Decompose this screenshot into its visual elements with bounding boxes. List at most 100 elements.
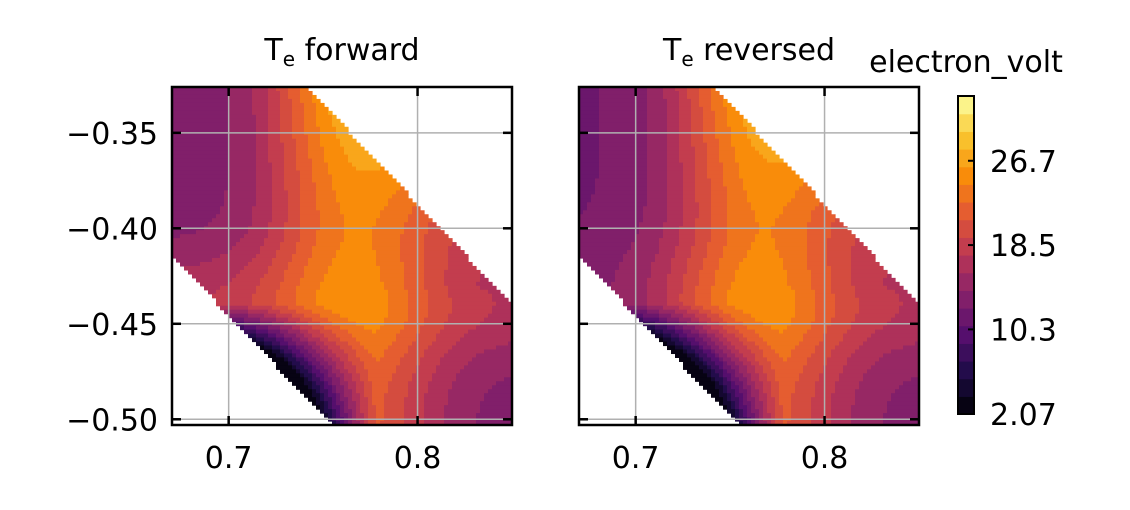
contour-cell	[408, 269, 413, 275]
contour-cell	[312, 337, 317, 343]
contour-cell	[224, 138, 229, 144]
contour-cell	[220, 118, 225, 124]
contour-cell	[344, 162, 349, 168]
contour-cell	[324, 389, 329, 394]
contour-cell	[180, 257, 185, 263]
contour-cell	[288, 94, 293, 100]
contour-cell	[456, 373, 461, 378]
contour-cell	[380, 389, 385, 394]
contour-cell	[500, 381, 505, 386]
contour-cell	[372, 329, 377, 335]
contour-cell	[328, 261, 333, 267]
contour-cell	[468, 289, 473, 295]
contour-cell	[228, 98, 233, 104]
contour-cell	[308, 94, 313, 100]
contour-cell	[284, 166, 289, 172]
contour-cell	[364, 401, 369, 406]
contour-cell	[316, 329, 321, 335]
contour-cell	[408, 198, 413, 203]
contour-cell	[244, 261, 249, 267]
contour-cell	[400, 305, 405, 311]
contour-cell	[172, 162, 177, 168]
contour-cell	[384, 238, 389, 243]
contour-cell	[376, 333, 381, 339]
contour-cell	[384, 309, 389, 315]
contour-cell	[224, 301, 229, 307]
contour-cell	[312, 210, 317, 215]
contour-cell	[176, 182, 181, 188]
contour-cell	[372, 170, 377, 176]
contour-cell	[476, 389, 481, 394]
contour-cell	[252, 194, 257, 199]
contour-cell	[392, 377, 397, 382]
contour-cell	[268, 293, 273, 299]
contour-cell	[308, 250, 313, 255]
contour-cell	[384, 305, 389, 311]
contour-cell	[372, 281, 377, 287]
contour-cell	[220, 170, 225, 176]
contour-cell	[188, 250, 193, 255]
contour-cell	[392, 353, 397, 358]
contour-cell	[292, 166, 297, 172]
contour-cell	[232, 281, 237, 287]
contour-cell	[184, 261, 189, 267]
contour-cell	[328, 357, 333, 362]
contour-cell	[424, 361, 429, 366]
contour-cell	[508, 329, 512, 335]
contour-cell	[196, 182, 201, 188]
contour-cell	[336, 345, 341, 351]
contour-cell	[308, 361, 313, 366]
contour-cell	[396, 281, 401, 287]
contour-cell	[332, 301, 337, 307]
contour-cell	[208, 166, 213, 172]
contour-cell	[240, 134, 245, 140]
contour-cell	[252, 114, 257, 120]
contour-cell	[464, 309, 469, 315]
contour-cell	[280, 257, 285, 263]
contour-cell	[320, 190, 325, 195]
contour-cell	[336, 162, 341, 168]
contour-cell	[476, 365, 481, 370]
contour-cell	[336, 222, 341, 227]
contour-cell	[184, 246, 189, 251]
contour-cell	[440, 301, 445, 307]
contour-cell	[424, 353, 429, 358]
contour-cell	[420, 361, 425, 366]
contour-cell	[260, 146, 265, 152]
contour-cell	[180, 174, 185, 180]
contour-cell	[348, 345, 353, 351]
contour-cell	[232, 293, 237, 299]
contour-cell	[244, 281, 249, 287]
contour-cell	[176, 166, 181, 172]
contour-cell	[344, 265, 349, 271]
contour-cell	[332, 186, 337, 191]
contour-cell	[340, 162, 345, 168]
contour-cell	[324, 150, 329, 156]
contour-cell	[280, 87, 285, 92]
contour-cell	[176, 146, 181, 152]
contour-cell	[232, 174, 237, 180]
contour-cell	[316, 222, 321, 227]
contour-cell	[196, 158, 201, 164]
contour-cell	[280, 281, 285, 287]
contour-cell	[492, 341, 497, 347]
contour-cell	[348, 206, 353, 211]
contour-cell	[288, 281, 293, 287]
contour-cell	[260, 257, 265, 263]
contour-cell	[396, 369, 401, 374]
contour-cell	[292, 381, 297, 386]
contour-cell	[252, 190, 257, 195]
contour-cell	[448, 369, 453, 374]
contour-cell	[456, 349, 461, 355]
contour-cell	[292, 309, 297, 315]
contour-cell	[344, 333, 349, 339]
contour-cell	[308, 210, 313, 215]
contour-cell	[488, 369, 493, 374]
contour-cell	[348, 317, 353, 323]
contour-cell	[236, 186, 241, 191]
contour-cell	[196, 118, 201, 124]
contour-cell	[288, 142, 293, 148]
contour-cell	[180, 138, 185, 144]
contour-cell	[204, 206, 209, 211]
contour-cell	[356, 246, 361, 251]
